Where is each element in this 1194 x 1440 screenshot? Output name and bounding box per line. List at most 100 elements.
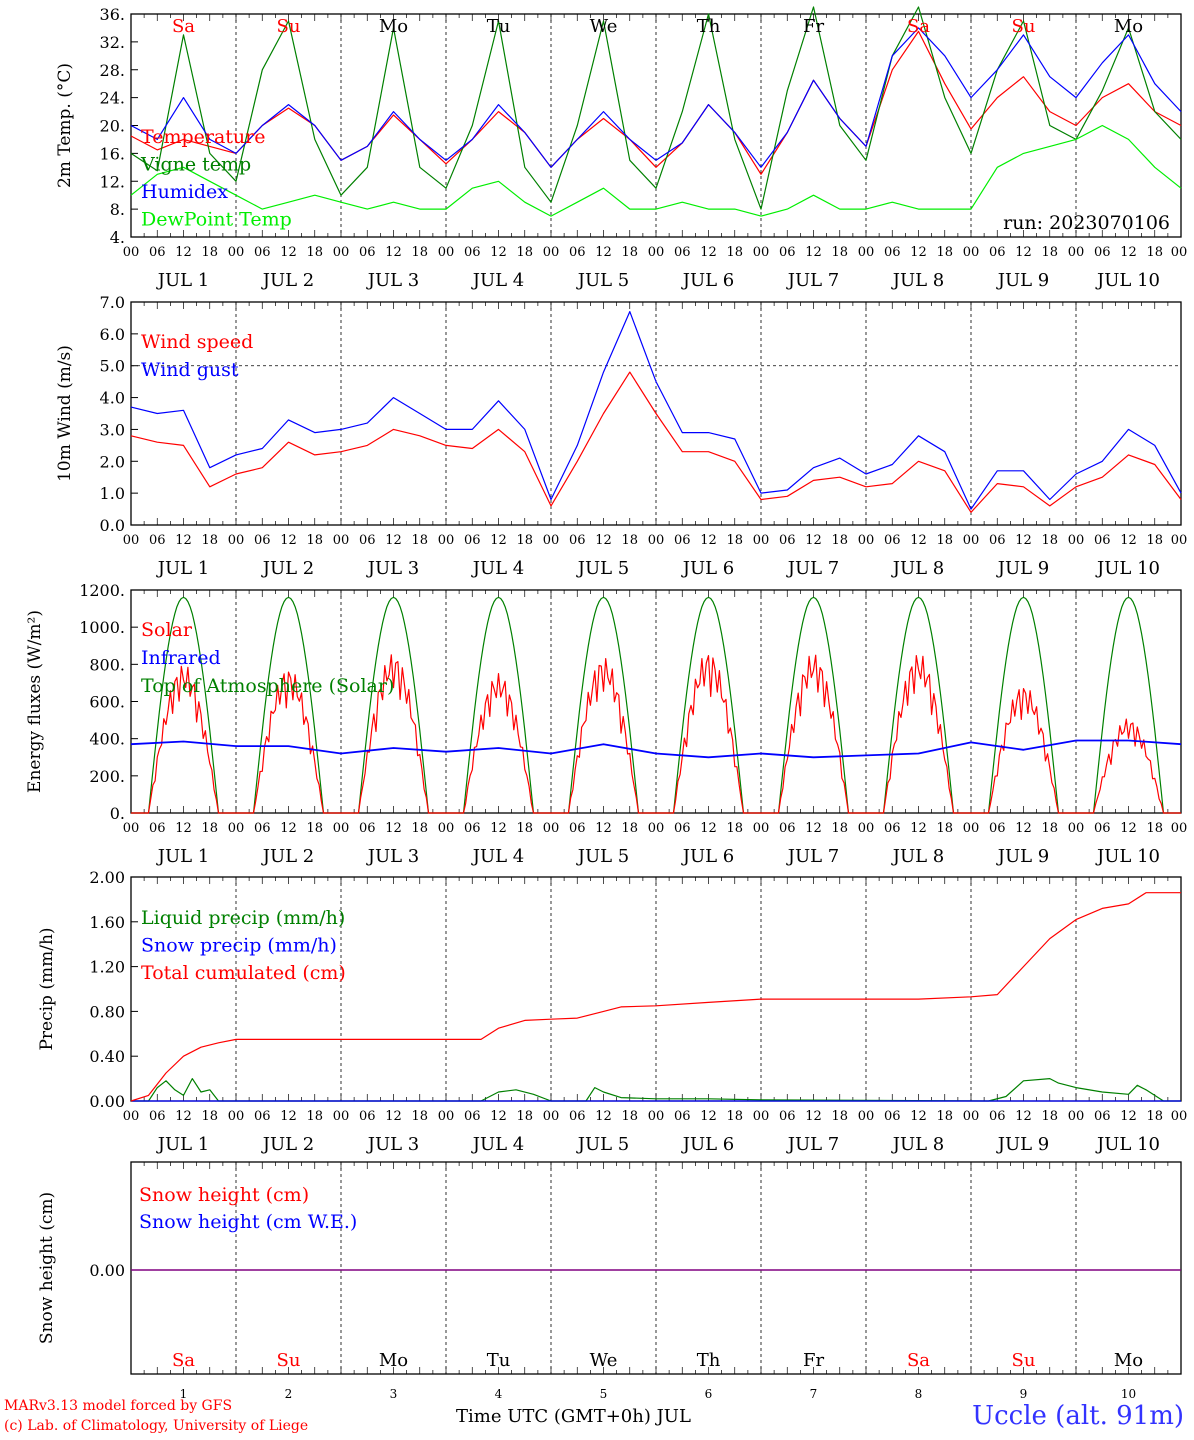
station-label: Uccle (alt. 91m) — [972, 1401, 1184, 1431]
hour-tick-label: 12 — [175, 533, 192, 548]
hour-tick-label: 18 — [411, 1109, 428, 1124]
hour-tick-label: 18 — [726, 533, 743, 548]
y-tick-label: 20. — [100, 117, 125, 136]
hour-tick-label: 12 — [805, 245, 822, 260]
hour-tick-label: 06 — [149, 1109, 166, 1124]
date-tick-label: JUL 7 — [786, 558, 840, 579]
hour-tick-label: 12 — [700, 533, 717, 548]
hour-tick-label: 06 — [569, 245, 586, 260]
hour-tick-label: 18 — [516, 533, 533, 548]
hour-tick-label: 18 — [306, 821, 323, 836]
series-line-wind-gust — [130, 311, 1182, 510]
y-tick-label: 28. — [100, 61, 125, 80]
legend-entry: Snow precip (mm/h) — [141, 935, 337, 957]
hour-tick-label: 12 — [1120, 533, 1137, 548]
series-line-dewpoint-temp — [130, 124, 1182, 217]
y-tick-label: 0.00 — [89, 1092, 125, 1111]
date-tick-label: JUL 5 — [576, 846, 630, 867]
hour-tick-label: 18 — [831, 533, 848, 548]
y-tick-label: 1.60 — [89, 913, 125, 932]
hour-tick-label: 12 — [490, 245, 507, 260]
y-tick-label: 8. — [110, 200, 125, 219]
hour-tick-label: 00 — [963, 1109, 980, 1124]
hour-tick-label: 06 — [884, 821, 901, 836]
footer-lab: (c) Lab. of Climatology, University of L… — [4, 1418, 309, 1434]
hour-tick-label: 06 — [464, 821, 481, 836]
hour-tick-label: 06 — [464, 1109, 481, 1124]
date-tick-label: JUL 10 — [1095, 846, 1160, 867]
date-tick-label: JUL 7 — [786, 846, 840, 867]
date-tick-label: JUL 4 — [471, 846, 525, 867]
hour-tick-label: 12 — [1120, 1109, 1137, 1124]
hour-tick-label: 00 — [648, 1109, 665, 1124]
hour-tick-label: 00 — [648, 821, 665, 836]
hour-tick-label: 06 — [674, 245, 691, 260]
hour-tick-label: 00 — [543, 533, 560, 548]
date-tick-label: JUL 1 — [156, 270, 210, 291]
hour-tick-label: 18 — [1146, 821, 1163, 836]
y-tick-label: 0. — [110, 804, 125, 823]
hour-tick-label: 06 — [674, 533, 691, 548]
hour-tick-label: 06 — [359, 1109, 376, 1124]
hour-tick-label: 06 — [989, 821, 1006, 836]
hour-tick-label: 12 — [175, 821, 192, 836]
series-line-vigne-temp — [130, 6, 1182, 210]
date-tick-label: JUL 4 — [471, 558, 525, 579]
series-line-total — [130, 892, 1181, 1102]
day-name-label: Sa — [907, 16, 930, 37]
hour-tick-label: 06 — [884, 245, 901, 260]
y-tick-label: 1.20 — [89, 958, 125, 977]
hour-tick-label: 18 — [831, 821, 848, 836]
day-name-label: Fr — [803, 1350, 824, 1371]
day-name-label: Sa — [907, 1350, 930, 1371]
hour-tick-label: 00 — [333, 1109, 350, 1124]
hour-tick-label: 12 — [910, 533, 927, 548]
day-name-label: Sa — [172, 16, 195, 37]
hour-tick-label: 00 — [1068, 821, 1085, 836]
y-tick-label: 5.0 — [100, 357, 125, 376]
hour-tick-label: 18 — [201, 821, 218, 836]
hour-tick-label: 18 — [411, 533, 428, 548]
date-tick-label: JUL 5 — [576, 558, 630, 579]
date-tick-label: JUL 1 — [156, 846, 210, 867]
series-line-solar — [131, 654, 1181, 814]
y-tick-label: 12. — [100, 172, 125, 191]
hour-tick-label: 18 — [1041, 533, 1058, 548]
day-name-label: Mo — [379, 16, 408, 37]
run-label: run: 2023070106 — [1003, 212, 1170, 234]
series-line-liquid — [131, 1078, 1181, 1102]
legend-entry: Total cumulated (cm) — [141, 962, 346, 984]
date-tick-label: JUL 10 — [1095, 1134, 1160, 1155]
hour-tick-label: 00 — [228, 821, 245, 836]
hour-tick-label: 18 — [936, 533, 953, 548]
hour-tick-label: 12 — [175, 1109, 192, 1124]
hour-tick-label: 12 — [385, 245, 402, 260]
hour-tick-label: 00 — [753, 1109, 770, 1124]
hour-tick-label: 00 — [1171, 821, 1188, 836]
date-tick-label: JUL 8 — [891, 270, 945, 291]
hour-tick-label: 12 — [700, 821, 717, 836]
hour-tick-label: 00 — [543, 1109, 560, 1124]
day-name-label: We — [590, 16, 618, 37]
date-tick-label: JUL 9 — [996, 558, 1050, 579]
hour-tick-label: 18 — [1146, 1109, 1163, 1124]
footer-model: MARv3.13 model forced by GFS — [4, 1398, 233, 1414]
hour-tick-label: 12 — [595, 533, 612, 548]
hour-tick-label: 18 — [621, 821, 638, 836]
hour-tick-label: 00 — [753, 533, 770, 548]
hour-tick-label: 06 — [884, 1109, 901, 1124]
day-name-label: Su — [277, 16, 301, 37]
day-number-label: 7 — [810, 1387, 818, 1401]
date-tick-label: JUL 8 — [891, 846, 945, 867]
series-line-humidex — [130, 27, 1182, 168]
hour-tick-label: 00 — [858, 1109, 875, 1124]
hour-tick-label: 18 — [726, 1109, 743, 1124]
hour-tick-label: 12 — [1015, 245, 1032, 260]
hour-tick-label: 00 — [1171, 533, 1188, 548]
y-tick-label: 600. — [89, 693, 125, 712]
day-name-label: Su — [1012, 1350, 1036, 1371]
y-tick-label: 32. — [100, 33, 125, 52]
hour-tick-label: 18 — [831, 1109, 848, 1124]
hour-tick-label: 12 — [1015, 533, 1032, 548]
hour-tick-label: 12 — [700, 1109, 717, 1124]
